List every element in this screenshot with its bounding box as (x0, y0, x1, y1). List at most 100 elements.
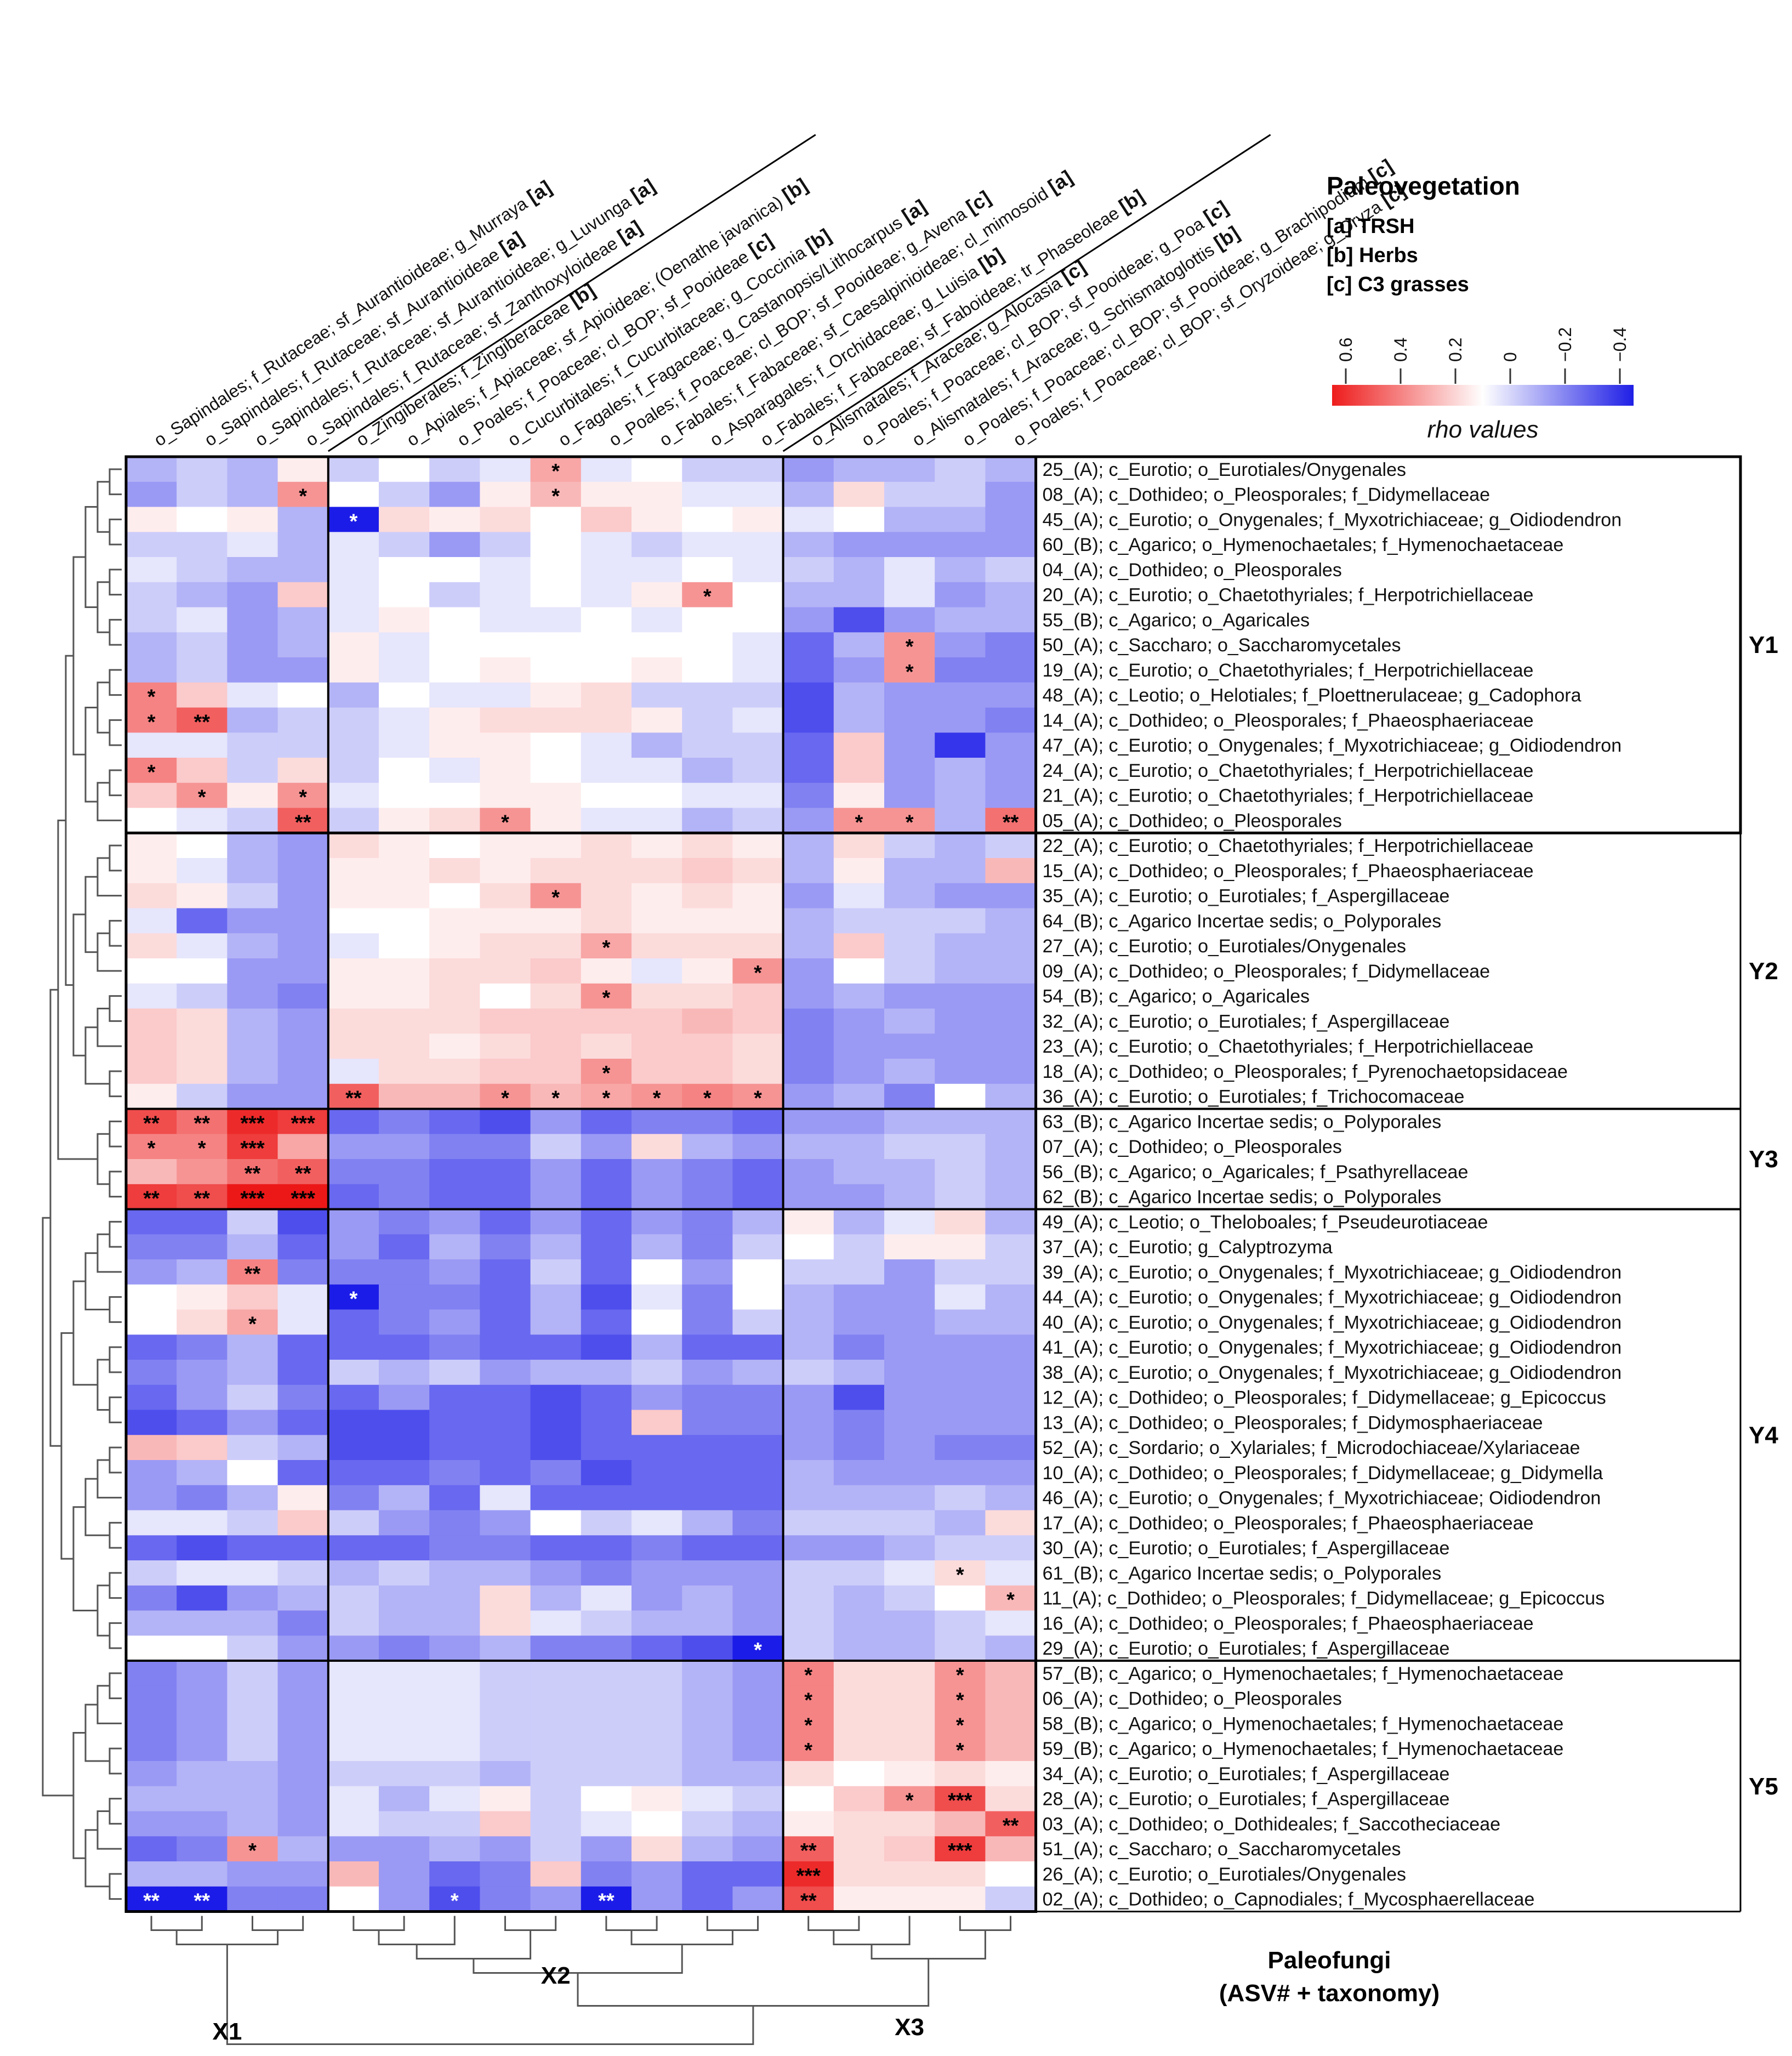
heatmap-cell (732, 1209, 784, 1235)
heatmap-cell (227, 1460, 278, 1486)
heatmap-cell (379, 1008, 430, 1034)
heatmap-cell (530, 1435, 582, 1461)
heatmap-cell (985, 1309, 1037, 1335)
heatmap-cell (935, 1535, 986, 1561)
heatmap-cell (682, 1560, 733, 1586)
significance-mark: ** (295, 1162, 311, 1185)
heatmap-cell (682, 1384, 733, 1411)
heatmap-cell (227, 1861, 278, 1887)
significance-mark: *** (240, 1112, 265, 1135)
heatmap-cell (783, 1811, 834, 1837)
heatmap-cell (480, 1033, 531, 1059)
heatmap-cell (985, 1184, 1037, 1210)
row-label: 40_(A); c_Eurotio; o_Onygenales; f_Myxot… (1043, 1312, 1622, 1333)
heatmap-cell (379, 532, 430, 558)
heatmap-cell (429, 782, 480, 809)
row-dendrogram-root (65, 655, 73, 986)
heatmap-cell (682, 1435, 733, 1461)
heatmap-cell (328, 1786, 379, 1812)
heatmap-cell (935, 1736, 986, 1762)
heatmap-cell (985, 933, 1037, 959)
heatmap-cell (581, 1510, 632, 1536)
heatmap-cell (682, 983, 733, 1009)
heatmap-cell (581, 1761, 632, 1787)
heatmap-cell (833, 1410, 885, 1435)
heatmap-cell (227, 883, 278, 909)
heatmap-cell (480, 1410, 531, 1435)
heatmap-cell (177, 1209, 227, 1235)
heatmap-cell (632, 1460, 682, 1486)
heatmap-cell (379, 1109, 430, 1134)
heatmap-cell (682, 1059, 733, 1084)
heatmap-cell (884, 883, 935, 909)
heatmap-cell (682, 632, 733, 658)
heatmap-cell (177, 1861, 227, 1887)
heatmap-cell (732, 1134, 784, 1160)
heatmap-cell (581, 1109, 632, 1134)
heatmap-cell (632, 758, 682, 783)
heatmap-cell (227, 1560, 278, 1586)
heatmap-cell (884, 1535, 935, 1561)
heatmap-cell (833, 1485, 885, 1511)
heatmap-cell (632, 1761, 682, 1787)
row-cluster-label: Y3 (1749, 1146, 1778, 1173)
heatmap-cell (632, 1284, 682, 1310)
heatmap-cell (480, 958, 531, 984)
heatmap-cell (429, 1510, 480, 1536)
heatmap-cell (682, 758, 733, 783)
heatmap-cell (682, 1736, 733, 1762)
heatmap-cell (429, 1209, 480, 1235)
row-label: 26_(A); c_Eurotio; o_Eurotiales/Onygenal… (1043, 1864, 1406, 1885)
row-dendrogram-branch (109, 1070, 122, 1098)
significance-mark: * (804, 1739, 812, 1762)
row-label: 45_(A); c_Eurotio; o_Onygenales; f_Myxot… (1043, 509, 1622, 530)
heatmap-cell (732, 582, 784, 608)
heatmap-cell (682, 532, 733, 558)
heatmap-cell (328, 833, 379, 859)
heatmap-cell (126, 1059, 177, 1084)
heatmap-cell (884, 1485, 935, 1511)
heatmap-cell (833, 507, 885, 532)
heatmap-cell (227, 557, 278, 583)
heatmap-cell (480, 1736, 531, 1762)
heatmap-cell (884, 1360, 935, 1385)
heatmap-cell (379, 1033, 430, 1059)
heatmap-cell (379, 1610, 430, 1636)
row-label: 41_(A); c_Eurotio; o_Onygenales; f_Myxot… (1043, 1337, 1622, 1358)
heatmap-cell (935, 1184, 986, 1210)
heatmap-cell (277, 833, 329, 859)
heatmap-cell (328, 1510, 379, 1536)
heatmap-cell (985, 1861, 1037, 1887)
row-label: 08_(A); c_Dothideo; o_Pleosporales; f_Di… (1043, 485, 1490, 506)
heatmap-cell (480, 582, 531, 608)
heatmap-cell (126, 908, 177, 934)
heatmap-cell (935, 1585, 986, 1611)
heatmap-cell (227, 1008, 278, 1034)
heatmap-cell (227, 1360, 278, 1385)
heatmap-cell (328, 657, 379, 683)
heatmap-cell (429, 1711, 480, 1736)
heatmap-cell (227, 1083, 278, 1110)
heatmap-cell (480, 908, 531, 934)
heatmap-cell (985, 507, 1037, 532)
heatmap-cell (632, 1234, 682, 1260)
heatmap-cell (429, 1460, 480, 1486)
row-dendrogram-branch (109, 1120, 122, 1148)
heatmap-cell (985, 1234, 1037, 1260)
heatmap-cell (126, 1886, 177, 1912)
heatmap-cell (884, 1008, 935, 1034)
heatmap-cell (277, 481, 329, 508)
heatmap-cell (480, 1886, 531, 1912)
row-dendrogram-branch (109, 1171, 122, 1198)
heatmap-cell (732, 457, 784, 482)
heatmap-cell (379, 1836, 430, 1862)
heatmap-cell (177, 1685, 227, 1712)
heatmap-cell (833, 732, 885, 758)
heatmap-cell (227, 782, 278, 809)
heatmap-cell (328, 1234, 379, 1260)
heatmap-cell (126, 707, 177, 733)
heatmap-cell (985, 1811, 1037, 1837)
column-dendrogram-branch (175, 1930, 279, 1945)
heatmap-cell (429, 1585, 480, 1611)
heatmap-cell (227, 1610, 278, 1636)
